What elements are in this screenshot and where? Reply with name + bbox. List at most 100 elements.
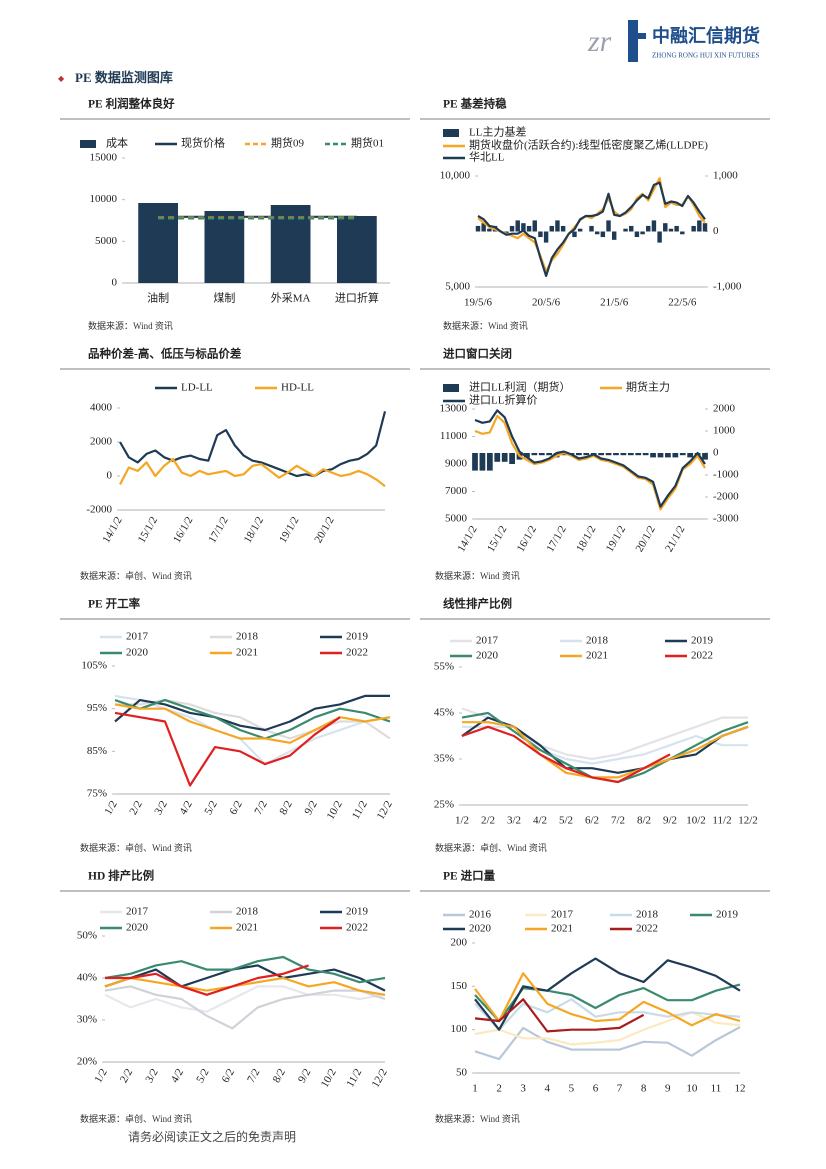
legend-label: 2020: [476, 650, 499, 662]
y-tick-label: 2000: [90, 436, 113, 448]
y-tick-label: 85%: [87, 745, 107, 757]
y2-tick-label: -3000: [713, 513, 739, 525]
y-tick-label: -2000: [86, 504, 112, 516]
y-tick-label: 10,000: [440, 170, 471, 182]
bar: [524, 453, 530, 458]
logo-cn: 中融汇信期货: [652, 25, 760, 46]
source: 数据来源：卓创、Wind 资讯: [80, 1113, 192, 1124]
bar: [509, 453, 515, 464]
source: 数据来源：Wind 资讯: [88, 320, 173, 331]
x-tick-label: 6/2: [585, 815, 599, 827]
legend-label: 2022: [346, 647, 368, 659]
line-series: [114, 703, 391, 744]
y-tick-label: 4000: [90, 402, 113, 414]
legend-label: 2018: [236, 631, 259, 643]
panel-title: HD 排产比例: [88, 869, 154, 883]
x-tick-label: 21/5/6: [600, 297, 629, 309]
x-tick-label: 外采MA: [271, 292, 311, 305]
legend-label: 2021: [236, 922, 258, 934]
legend-label: 2021: [551, 923, 573, 935]
x-tick-label: 煤制: [213, 292, 235, 305]
bar: [668, 228, 674, 232]
legend-label: 期货收盘价(活跃合约):线型低密度聚乙烯(LLDPE): [469, 138, 708, 152]
panel-title: PE 利润整体良好: [88, 97, 175, 111]
y-tick-label: 20%: [77, 1056, 97, 1068]
legend-label: 期货09: [271, 136, 304, 150]
bar: [674, 225, 679, 232]
x-tick-label: 进口折算: [335, 291, 379, 305]
bar: [646, 225, 651, 232]
y2-tick-label: 0: [713, 225, 719, 237]
x-tick-label: 8/2: [637, 815, 651, 827]
legend-label: 2018: [636, 909, 659, 921]
y-tick-label: 5,000: [445, 281, 470, 293]
y-tick-label: 95%: [87, 702, 107, 714]
bar: [515, 220, 520, 232]
x-tick-label: 9/2: [663, 815, 677, 827]
x-tick-label: 22/5/6: [668, 297, 697, 309]
bar: [640, 231, 645, 235]
logo: zr 中融汇信期货 ZHONG RONG HUI XIN FUTURES: [587, 20, 760, 62]
bar: [589, 225, 594, 232]
x-tick-label: 11: [711, 1083, 722, 1095]
x-tick-label: 10/2: [686, 815, 706, 827]
bar: [479, 453, 486, 471]
panel-title: 进口窗口关闭: [443, 347, 512, 361]
y2-tick-label: 1,000: [713, 170, 738, 182]
bar: [650, 453, 656, 458]
bar: [657, 453, 664, 458]
line-series: [119, 411, 387, 478]
legend-label: 2018: [586, 635, 609, 647]
bar: [665, 453, 671, 458]
line-series: [114, 694, 391, 766]
bar: [532, 220, 537, 232]
y-tick-label: 25%: [434, 799, 454, 811]
panel-title: PE 基差持稳: [443, 97, 507, 111]
line-series: [462, 721, 749, 779]
bar: [337, 216, 377, 283]
legend-label: 2016: [469, 909, 492, 921]
bar: [634, 231, 640, 238]
y-tick-label: 11000: [440, 430, 468, 442]
bar: [475, 225, 481, 232]
logo-en: ZHONG RONG HUI XIN FUTURES: [652, 52, 759, 60]
line-series: [105, 964, 309, 996]
x-tick-label: 2/2: [481, 815, 495, 827]
y-tick-label: 0: [107, 470, 113, 482]
chart: 25% 35% 45% 55% 1/2 2/2 3/2 4/2 5/2 6/2 7/2 8/2 9/2 1…: [434, 635, 758, 827]
bar: [629, 225, 634, 232]
source: 数据来源：Wind 资讯: [435, 1113, 520, 1124]
bar: [543, 231, 549, 243]
legend-label: 2020: [469, 923, 492, 935]
logo-bar: [628, 33, 646, 39]
bar: [613, 453, 619, 456]
bullet: ◆: [58, 74, 65, 83]
bar: [494, 453, 501, 462]
line-series: [104, 955, 386, 984]
bar: [657, 231, 662, 243]
x-tick-label: 5: [569, 1083, 575, 1095]
legend-label: LD-LL: [181, 382, 213, 394]
bar: [605, 453, 612, 456]
bar: [598, 453, 605, 456]
legend-label: 2017: [551, 909, 574, 921]
legend-label: 进口LL折算价: [469, 393, 537, 407]
bar: [594, 231, 600, 235]
y-tick-label: 7000: [445, 485, 468, 497]
source: 数据来源：Wind 资讯: [443, 320, 528, 331]
bar: [560, 225, 566, 232]
y-tick-label: 50%: [77, 930, 97, 942]
bar: [680, 231, 685, 235]
panel-title: PE 开工率: [88, 597, 141, 611]
bar: [702, 223, 708, 232]
panel-title: 线性排产比例: [443, 597, 512, 611]
y-tick-label: 55%: [434, 661, 454, 673]
y-tick-label: 200: [451, 937, 468, 949]
line-series: [114, 699, 391, 740]
y-tick-label: 10000: [90, 193, 118, 205]
line-series: [474, 409, 706, 508]
logo-bar: [628, 20, 638, 62]
legend-label: 2019: [716, 909, 739, 921]
